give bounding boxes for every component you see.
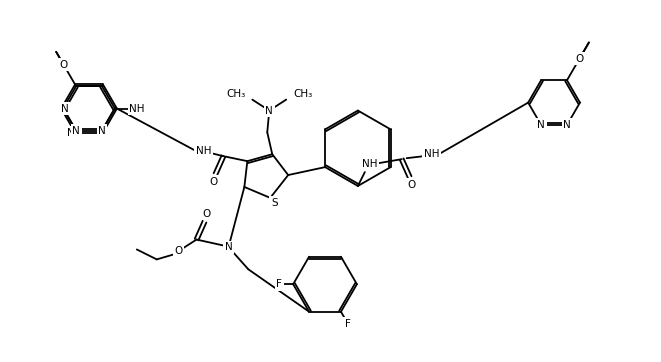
Text: NH: NH <box>129 104 145 114</box>
Text: NH: NH <box>362 159 377 169</box>
Text: O: O <box>202 209 211 219</box>
Text: N: N <box>67 128 75 138</box>
Text: O: O <box>408 180 416 190</box>
Text: F: F <box>345 319 351 329</box>
Text: N: N <box>265 106 273 115</box>
Text: CH₃: CH₃ <box>293 89 313 99</box>
Text: O: O <box>575 54 584 64</box>
Text: CH₃: CH₃ <box>226 89 245 99</box>
Text: N: N <box>225 243 232 252</box>
Text: N: N <box>563 120 571 130</box>
Text: O: O <box>210 177 217 187</box>
Text: S: S <box>271 198 278 208</box>
Text: NH: NH <box>424 149 440 159</box>
Text: O: O <box>575 54 584 64</box>
Text: O: O <box>175 247 182 256</box>
Text: N: N <box>61 104 69 114</box>
Text: N: N <box>98 126 106 136</box>
Text: NH: NH <box>196 146 212 156</box>
Text: N: N <box>537 120 545 130</box>
Text: N: N <box>72 126 80 136</box>
Text: F: F <box>276 279 282 289</box>
Text: O: O <box>59 60 67 70</box>
